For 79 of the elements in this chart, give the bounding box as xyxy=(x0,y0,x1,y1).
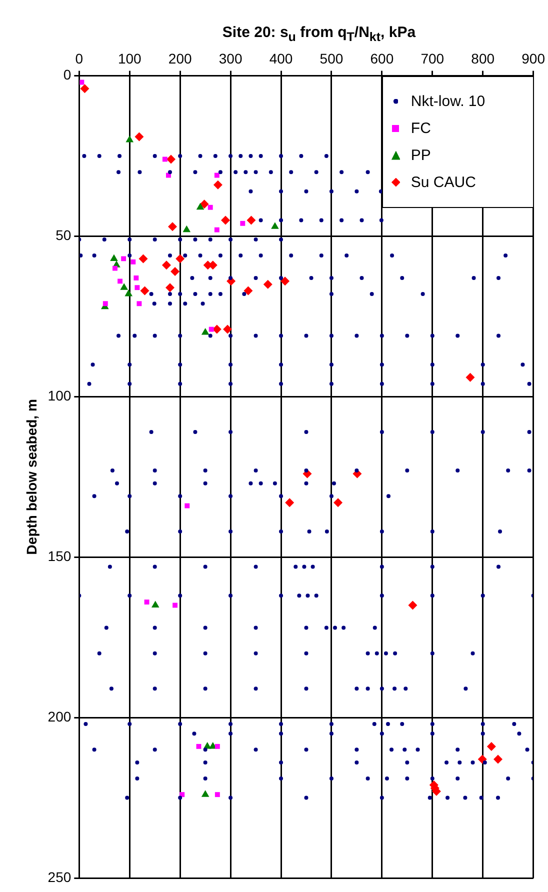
point xyxy=(486,742,496,751)
point xyxy=(130,259,136,264)
point xyxy=(134,132,144,142)
point xyxy=(263,280,272,289)
x-tick-label: 400 xyxy=(269,50,293,66)
legend-label: Nkt-low. 10 xyxy=(410,92,486,110)
point xyxy=(79,80,84,85)
point xyxy=(200,200,209,209)
point xyxy=(478,754,487,764)
x-tick-label: 0 xyxy=(75,50,84,66)
point xyxy=(112,266,118,271)
point xyxy=(408,600,418,610)
point xyxy=(165,283,174,292)
y-tick-label: 200 xyxy=(48,708,72,724)
point xyxy=(196,202,204,210)
point xyxy=(170,267,180,276)
point xyxy=(172,602,178,608)
y-tick-label: 100 xyxy=(48,388,72,404)
x-tick-label: 300 xyxy=(218,50,242,66)
point xyxy=(118,278,123,284)
point xyxy=(214,172,220,178)
point xyxy=(102,301,108,306)
point xyxy=(214,744,220,749)
point xyxy=(151,600,160,608)
point xyxy=(285,498,294,508)
point xyxy=(214,792,220,798)
y-tick-label: 150 xyxy=(48,548,72,564)
point xyxy=(280,276,290,286)
point xyxy=(214,227,220,232)
x-tick-label: 100 xyxy=(118,50,142,66)
point xyxy=(182,225,191,232)
point xyxy=(110,254,118,261)
point xyxy=(184,503,190,508)
point xyxy=(162,156,168,162)
legend-label: FC xyxy=(410,120,431,137)
point xyxy=(466,372,475,382)
point xyxy=(493,754,502,764)
x-tick-label: 200 xyxy=(168,50,192,66)
point xyxy=(144,600,150,605)
point xyxy=(180,792,185,798)
y-tick-label: 0 xyxy=(63,66,72,83)
point xyxy=(124,290,133,296)
point xyxy=(246,216,256,225)
point xyxy=(136,301,142,306)
point xyxy=(208,204,213,210)
point xyxy=(166,154,176,164)
x-tick-label: 800 xyxy=(471,50,495,66)
point xyxy=(140,286,150,296)
point xyxy=(120,283,128,290)
point xyxy=(196,744,202,749)
point xyxy=(240,220,246,226)
point xyxy=(213,180,222,190)
point xyxy=(121,256,126,262)
point xyxy=(271,222,279,229)
x-tick-label: 900 xyxy=(522,50,546,66)
x-tick-label: 700 xyxy=(420,50,444,66)
point xyxy=(80,84,90,94)
point xyxy=(201,790,210,797)
point xyxy=(201,328,210,335)
point xyxy=(138,254,148,264)
y-tick-label: 250 xyxy=(48,868,72,885)
legend-label: Su CAUC xyxy=(410,174,476,191)
point xyxy=(223,324,232,334)
point xyxy=(162,260,171,270)
x-tick-label: 500 xyxy=(320,50,344,66)
point xyxy=(134,275,139,280)
legend-label: PP xyxy=(410,146,431,164)
y-axis-title: Depth below seabed, m xyxy=(23,399,40,555)
point xyxy=(334,498,343,508)
chart-title: Site 20: s$_{u}$ from q$_{T}$/N$_{kt}$, kPa xyxy=(221,24,417,44)
point xyxy=(126,135,134,142)
point xyxy=(176,254,185,264)
point xyxy=(168,222,178,232)
point xyxy=(134,285,140,290)
y-tick-label: 50 xyxy=(56,227,72,244)
point xyxy=(221,216,230,225)
x-tick-label: 600 xyxy=(370,50,394,66)
point xyxy=(244,286,253,296)
point xyxy=(208,326,214,332)
